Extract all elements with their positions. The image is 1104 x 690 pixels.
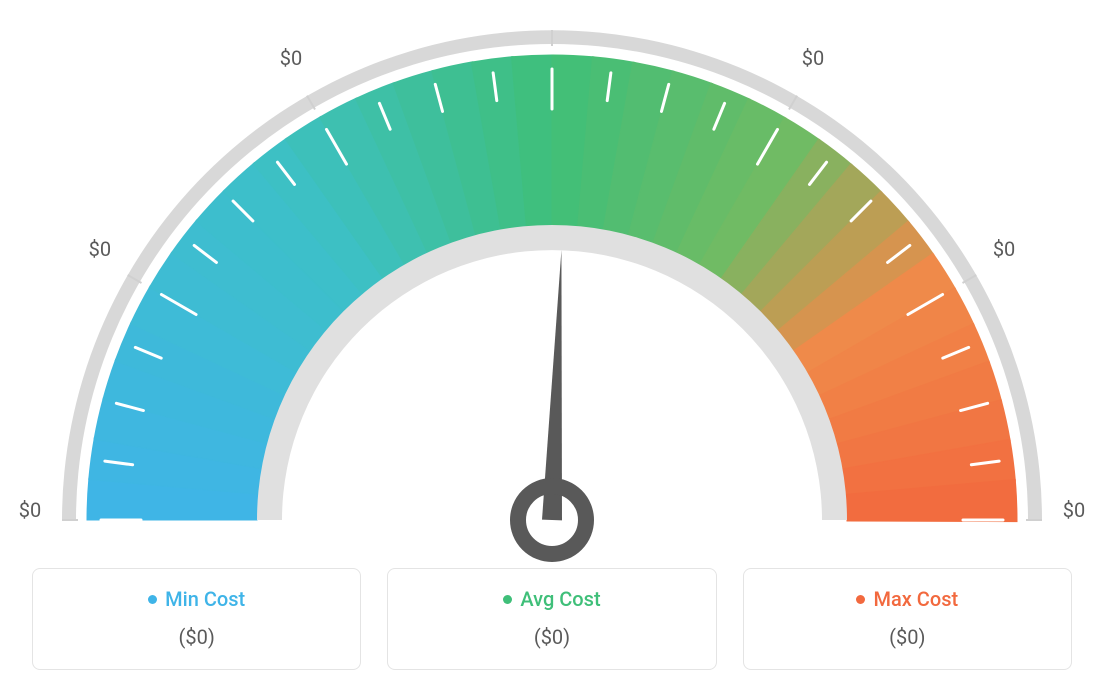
legend-label-min: Min Cost [165,587,245,611]
legend-card-max: Max Cost ($0) [743,568,1072,670]
legend-title-avg: Avg Cost [503,587,600,611]
gauge-tick-label: $0 [19,498,41,522]
gauge-tick-label: $0 [280,46,302,70]
legend-title-min: Min Cost [148,587,245,611]
legend-dot-avg [503,595,512,604]
legend-card-min: Min Cost ($0) [32,568,361,670]
legend-value-max: ($0) [754,625,1061,649]
legend-row: Min Cost ($0) Avg Cost ($0) Max Cost ($0… [32,568,1072,670]
legend-title-max: Max Cost [856,587,958,611]
legend-dot-min [148,595,157,604]
legend-value-avg: ($0) [398,625,705,649]
legend-value-min: ($0) [43,625,350,649]
gauge-tick-label: $0 [1063,498,1085,522]
gauge-tick-label: $0 [993,237,1015,261]
legend-label-avg: Avg Cost [520,587,600,611]
gauge-chart: $0$0$0$0$0$0$0 [0,0,1104,560]
legend-label-max: Max Cost [873,587,958,611]
legend-dot-max [856,595,865,604]
gauge-tick-label: $0 [802,46,824,70]
legend-card-avg: Avg Cost ($0) [387,568,716,670]
gauge-svg [0,10,1104,570]
gauge-tick-label: $0 [89,237,111,261]
